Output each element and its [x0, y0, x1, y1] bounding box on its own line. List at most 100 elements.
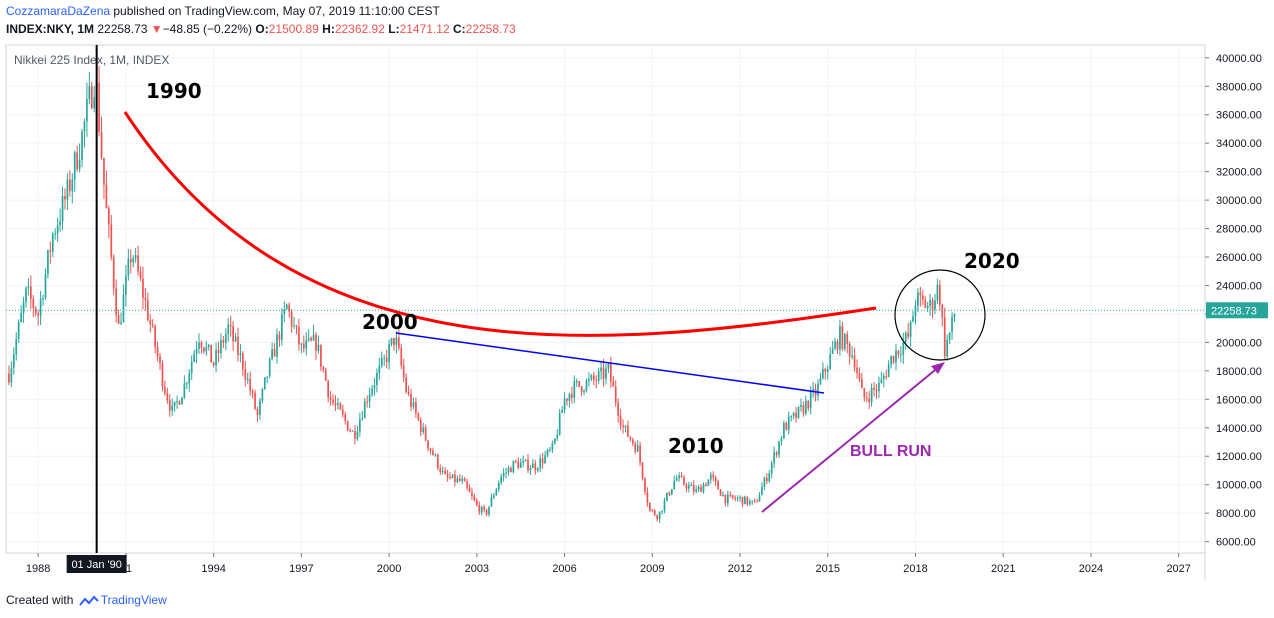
candle-down: [885, 376, 888, 378]
candle-down: [644, 478, 646, 492]
price-tick-label: 6000.00: [1216, 537, 1256, 549]
candle-up: [914, 305, 917, 317]
candle-down: [256, 408, 259, 416]
candle-down: [161, 363, 164, 387]
candle-down: [836, 341, 839, 350]
candle-up: [434, 454, 437, 456]
published-text: published on TradingView.com, May 07, 20…: [110, 4, 440, 18]
candle-up: [73, 152, 76, 180]
candle-up: [183, 383, 186, 398]
candle-down: [795, 412, 797, 418]
candle-down: [37, 313, 40, 316]
candle-up: [519, 462, 522, 468]
candle-down: [685, 484, 688, 489]
candle-up: [797, 406, 800, 418]
candle-up: [383, 357, 386, 359]
candle-up: [132, 258, 135, 263]
candle-down: [103, 157, 105, 185]
bull-run-arrow[interactable]: [761, 365, 941, 513]
red-cup-curve[interactable]: [123, 111, 877, 337]
candle-up: [44, 273, 47, 298]
candle-up: [207, 344, 210, 347]
candle-down: [446, 473, 449, 478]
candle-up: [205, 346, 208, 352]
candle-up: [59, 221, 61, 226]
candle-down: [90, 86, 93, 109]
candle-down: [680, 475, 683, 478]
candle-up: [176, 401, 178, 403]
candle-up: [234, 336, 237, 342]
candle-up: [909, 321, 912, 337]
tradingview-brand-link[interactable]: TradingView: [100, 593, 167, 607]
candle-up: [239, 353, 242, 355]
candle-down: [400, 348, 403, 366]
candle-up: [597, 371, 600, 381]
price-tick-label: 32000.00: [1216, 167, 1262, 179]
candle-up: [83, 121, 86, 132]
candle-down: [921, 295, 924, 300]
candle-up: [780, 438, 783, 442]
candle-up: [787, 417, 790, 431]
candle-down: [346, 420, 349, 431]
created-with-text: Created with: [6, 593, 74, 607]
candle-down: [734, 497, 737, 500]
candle-down: [765, 477, 768, 482]
price-axis[interactable]: 6000.00 8000.00 10000.00 12000.00 14000.00 16…: [1205, 53, 1262, 549]
crosshair-date-tag: [66, 555, 127, 573]
candle-down: [417, 413, 420, 420]
candle-up: [456, 478, 459, 483]
candle-down: [154, 325, 156, 348]
candle-up: [934, 300, 936, 310]
candle-down: [612, 381, 615, 387]
candle-up: [707, 479, 710, 486]
candle-down: [332, 399, 334, 403]
candle-down: [858, 373, 861, 380]
candle-down: [924, 299, 927, 308]
candle-up: [380, 358, 383, 366]
candle-down: [741, 496, 744, 505]
candle-down: [302, 343, 305, 349]
candle-up: [220, 340, 222, 354]
time-axis[interactable]: 1988911994199720002003200620092012201520…: [26, 553, 1191, 575]
candle-up: [283, 309, 286, 315]
candle-up: [792, 412, 795, 416]
candle-down: [159, 356, 161, 364]
candle-down: [931, 300, 934, 310]
candle-up: [502, 472, 505, 477]
candle-up: [373, 385, 376, 389]
candle-up: [809, 391, 812, 409]
author-link[interactable]: CozzamaraDaZena: [6, 4, 111, 18]
blue-trendline[interactable]: [395, 332, 825, 394]
candle-down: [717, 481, 719, 490]
candle-down: [203, 347, 205, 352]
candle-up: [127, 258, 130, 276]
candle-down: [339, 403, 342, 410]
candle-up: [371, 388, 373, 395]
candle-down: [510, 467, 512, 473]
candle-up: [512, 460, 515, 473]
candle-up: [173, 401, 176, 406]
time-tick-label: 1994: [201, 563, 225, 575]
candle-down: [700, 486, 702, 492]
close-value: 22258.73: [465, 22, 516, 36]
candle-down: [724, 494, 727, 504]
candle-up: [376, 372, 378, 386]
candle-up: [666, 492, 668, 501]
price-tick-label: 36000.00: [1216, 110, 1262, 122]
candle-up: [81, 131, 83, 160]
highlight-circle[interactable]: [894, 269, 986, 361]
candle-up: [624, 425, 627, 428]
candle-down: [156, 347, 159, 357]
candle-up: [726, 494, 729, 504]
candle-down: [310, 337, 312, 341]
candle-up: [20, 312, 22, 323]
candle-up: [690, 485, 693, 487]
time-tick-label: 2021: [991, 563, 1015, 575]
candle-up: [88, 86, 91, 100]
candle-down: [327, 380, 330, 398]
candle-down: [32, 298, 35, 308]
candle-up: [773, 452, 775, 464]
candle-down: [64, 196, 66, 200]
candle-up: [480, 506, 483, 513]
